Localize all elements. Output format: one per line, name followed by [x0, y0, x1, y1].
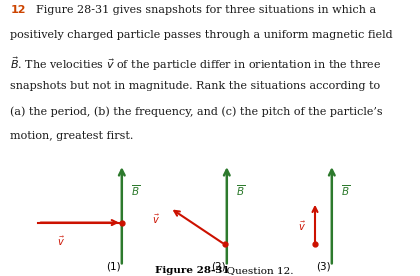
Text: $\overline{B}$: $\overline{B}$ — [131, 184, 140, 198]
Text: motion, greatest first.: motion, greatest first. — [10, 131, 134, 141]
Text: $\overline{B}$: $\overline{B}$ — [236, 184, 245, 198]
Text: positively charged particle passes through a uniform magnetic field: positively charged particle passes throu… — [10, 30, 393, 40]
Text: $\overline{B}$: $\overline{B}$ — [341, 184, 350, 198]
Text: Figure 28-31: Figure 28-31 — [155, 266, 230, 275]
Text: snapshots but not in magnitude. Rank the situations according to: snapshots but not in magnitude. Rank the… — [10, 81, 381, 91]
Text: (1): (1) — [106, 261, 121, 271]
Text: Figure 28-31 gives snapshots for three situations in which a: Figure 28-31 gives snapshots for three s… — [36, 5, 376, 15]
Text: $\vec{v}$: $\vec{v}$ — [57, 235, 65, 248]
Text: $\vec{v}$: $\vec{v}$ — [298, 219, 306, 233]
Text: (3): (3) — [316, 261, 331, 271]
Text: $\vec{v}$: $\vec{v}$ — [152, 213, 160, 226]
Text: $\vec{B}$. The velocities $\vec{v}$ of the particle differ in orientation in the: $\vec{B}$. The velocities $\vec{v}$ of t… — [10, 55, 382, 73]
Text: (a) the period, (b) the frequency, and (c) the pitch of the particle’s: (a) the period, (b) the frequency, and (… — [10, 106, 383, 116]
Text: 12: 12 — [10, 5, 26, 15]
Text: Question 12.: Question 12. — [220, 266, 294, 275]
Text: (2): (2) — [211, 261, 226, 271]
